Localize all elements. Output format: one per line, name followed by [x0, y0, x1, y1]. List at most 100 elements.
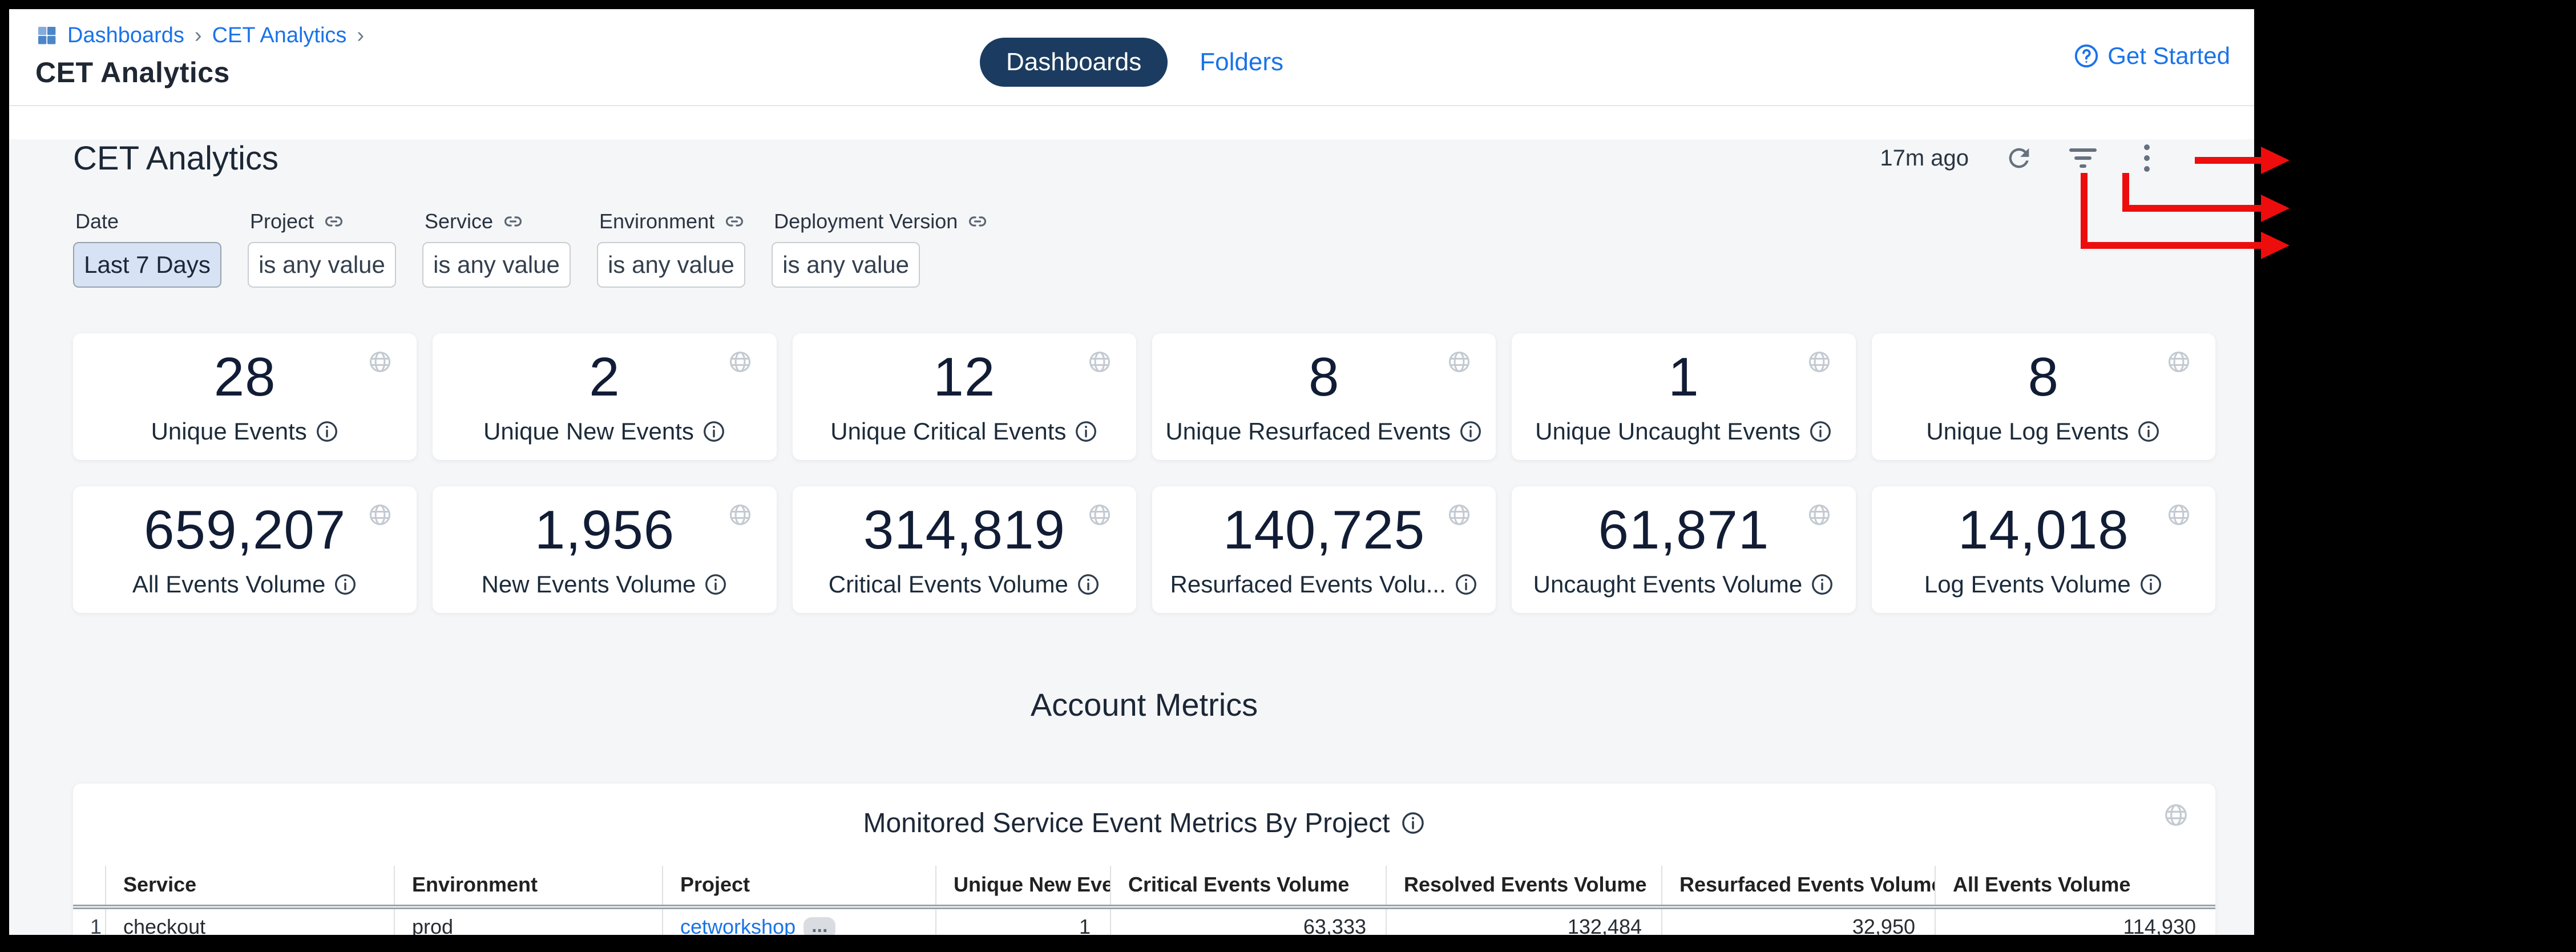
- get-started-label: Get Started: [2107, 42, 2230, 69]
- filter-group-environment: Environment is any value: [597, 209, 745, 288]
- cell-environment: prod: [394, 907, 663, 935]
- dashboard-toolbar: 17m ago: [1880, 141, 2215, 175]
- refresh-icon: [2009, 148, 2029, 168]
- metrics-table: Service Environment Project Unique New E…: [73, 866, 2215, 935]
- info-icon[interactable]: [702, 419, 726, 443]
- kpi-label: Log Events Volume: [1924, 571, 2131, 598]
- breadcrumb-dashboards[interactable]: Dashboards: [67, 23, 184, 47]
- filter-button[interactable]: [2066, 141, 2100, 175]
- kpi-tile-unique-log-events: 8 Unique Log Events: [1871, 333, 2215, 460]
- tab-folders[interactable]: Folders: [1200, 48, 1283, 76]
- cross-filter-globe-icon: [1449, 504, 1470, 526]
- more-vert-button[interactable]: [2130, 141, 2164, 175]
- filter-label-project: Project: [248, 209, 396, 234]
- kpi-value: 12: [933, 346, 996, 408]
- col-critical-events-volume[interactable]: Critical Events Volume: [1111, 866, 1387, 909]
- info-icon[interactable]: [1808, 419, 1832, 443]
- filter-value-service[interactable]: is any value: [422, 242, 571, 288]
- kpi-value: 14,018: [1957, 499, 2129, 560]
- col-unique-new-events[interactable]: Unique New Ever: [936, 866, 1111, 909]
- filter-label-date: Date: [75, 209, 119, 233]
- row-index: 1: [73, 907, 106, 935]
- filter-value-environment[interactable]: is any value: [597, 242, 745, 288]
- info-icon[interactable]: [1459, 419, 1483, 443]
- dashboards-grid-icon: [38, 27, 56, 45]
- breadcrumb-separator: ›: [357, 23, 365, 47]
- filter-value-project[interactable]: is any value: [248, 242, 396, 288]
- col-environment[interactable]: Environment: [394, 866, 663, 909]
- kpi-label: Unique New Events: [483, 418, 694, 445]
- info-icon[interactable]: [1400, 810, 1426, 836]
- cross-filter-globe-icon: [1808, 351, 1830, 373]
- tab-dashboards[interactable]: Dashboards: [980, 38, 1168, 87]
- kpi-label: Unique Events: [151, 418, 307, 445]
- kpi-tile-uncaught-events-volume: 61,871 Uncaught Events Volume: [1512, 486, 1856, 613]
- cell-service: checkout: [106, 907, 395, 935]
- dashboard-content: CET Analytics 17m ago Dat: [9, 139, 2254, 935]
- kpi-value: 8: [2028, 346, 2059, 408]
- table-row: 1 checkout prod cetworkshop... 1 63,333 …: [73, 907, 2215, 935]
- cross-filter-globe-icon: [1449, 351, 1470, 373]
- kpi-label: Unique Critical Events: [830, 418, 1067, 445]
- project-link[interactable]: cetworkshop: [680, 915, 796, 935]
- info-icon[interactable]: [2139, 572, 2163, 596]
- cell-resurfaced: 32,950: [1662, 907, 1936, 935]
- kpi-label: Resurfaced Events Volu...: [1170, 571, 1446, 598]
- col-rownum: [73, 866, 106, 909]
- project-more-badge[interactable]: ...: [804, 916, 836, 935]
- kpi-value: 28: [213, 346, 276, 408]
- kpi-label: Unique Resurfaced Events: [1165, 418, 1451, 445]
- kpi-tile-new-events-volume: 1,956 New Events Volume: [433, 486, 777, 613]
- col-service[interactable]: Service: [106, 866, 395, 909]
- table-header-row: Service Environment Project Unique New E…: [73, 866, 2215, 909]
- cross-filter-globe-icon: [729, 504, 750, 526]
- kpi-label: Unique Uncaught Events: [1535, 418, 1800, 445]
- filter-group-deployment-version: Deployment Version is any value: [772, 209, 988, 288]
- get-started-button[interactable]: Get Started: [2073, 42, 2230, 70]
- info-icon[interactable]: [1074, 419, 1098, 443]
- col-resurfaced-events-volume[interactable]: Resurfaced Events Volume: [1662, 866, 1936, 909]
- col-resolved-events-volume[interactable]: Resolved Events Volume: [1386, 866, 1662, 909]
- filter-value-deployment-version[interactable]: is any value: [772, 242, 920, 288]
- kpi-value: 1,956: [534, 499, 675, 560]
- info-icon[interactable]: [704, 572, 728, 596]
- info-icon[interactable]: [333, 572, 357, 596]
- breadcrumb: Dashboards › CET Analytics ›: [35, 21, 2231, 50]
- kpi-tile-log-events-volume: 14,018 Log Events Volume: [1871, 486, 2215, 613]
- linked-filter-icon: [325, 216, 343, 227]
- kpi-tile-unique-resurfaced-events: 8 Unique Resurfaced Events: [1152, 333, 1496, 460]
- app-window: Dashboards › CET Analytics › CET Analyti…: [9, 9, 2254, 935]
- kpi-value: 314,819: [863, 499, 1065, 560]
- arrowhead: [2261, 232, 2290, 259]
- dashboard-header: CET Analytics 17m ago: [73, 139, 2215, 177]
- section-title-account-metrics: Account Metrics: [1030, 687, 1258, 723]
- kpi-value: 2: [589, 346, 620, 408]
- info-icon[interactable]: [1810, 572, 1834, 596]
- kpi-label: Unique Log Events: [1926, 418, 2129, 445]
- kpi-value: 140,725: [1223, 499, 1426, 560]
- cross-filter-globe-icon: [370, 504, 391, 526]
- cell-critical: 63,333: [1111, 907, 1387, 935]
- kpi-tiles-row-1: 28 Unique Events 2 Unique New Events 12 …: [73, 333, 2215, 460]
- refresh-button[interactable]: [2002, 141, 2036, 175]
- col-all-events-volume[interactable]: All Events Volume: [1935, 866, 2215, 909]
- filter-label-environment: Environment: [597, 209, 745, 234]
- info-icon[interactable]: [2137, 419, 2161, 443]
- filter-group-date: Date Last 7 Days: [73, 209, 221, 288]
- cell-project: cetworkshop...: [663, 907, 936, 935]
- info-icon[interactable]: [1454, 572, 1478, 596]
- col-project[interactable]: Project: [663, 866, 936, 909]
- page-title: CET Analytics: [35, 57, 230, 88]
- table-card: Monitored Service Event Metrics By Proje…: [73, 784, 2215, 935]
- kpi-value: 1: [1668, 346, 1699, 408]
- filter-group-service: Service is any value: [422, 209, 571, 288]
- kpi-label: All Events Volume: [132, 571, 326, 598]
- kpi-tile-critical-events-volume: 314,819 Critical Events Volume: [792, 486, 1136, 613]
- kpi-label: New Events Volume: [481, 571, 696, 598]
- info-icon[interactable]: [1076, 572, 1100, 596]
- filter-value-date[interactable]: Last 7 Days: [73, 242, 221, 288]
- last-refreshed-label: 17m ago: [1880, 145, 1969, 171]
- breadcrumb-cet-analytics[interactable]: CET Analytics: [212, 23, 347, 47]
- cross-filter-globe-icon: [370, 351, 391, 373]
- info-icon[interactable]: [315, 419, 339, 443]
